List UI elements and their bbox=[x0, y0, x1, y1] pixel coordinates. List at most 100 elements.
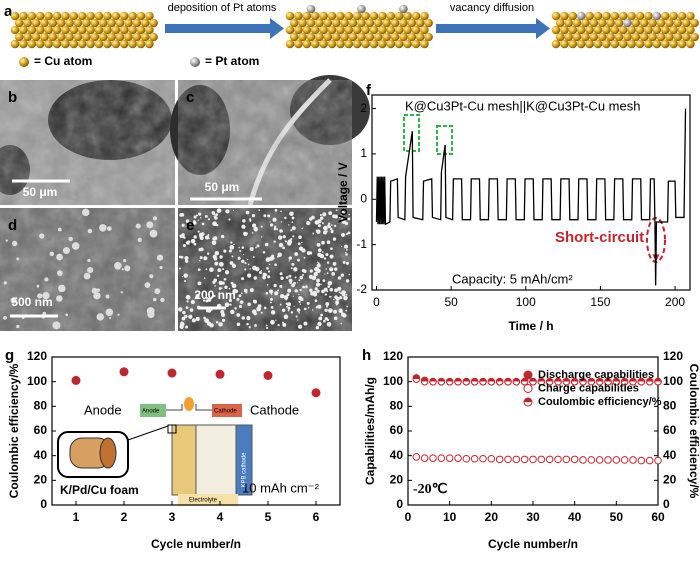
atom bbox=[306, 4, 316, 14]
particle bbox=[203, 277, 206, 279]
atom bbox=[618, 39, 628, 49]
particle bbox=[266, 267, 269, 270]
particle bbox=[268, 256, 274, 261]
particle bbox=[241, 224, 246, 229]
particle bbox=[197, 219, 200, 221]
atom bbox=[14, 18, 24, 28]
particle bbox=[192, 220, 196, 223]
particle bbox=[290, 311, 294, 314]
y-tick-label: 60 bbox=[390, 423, 404, 437]
particle bbox=[160, 297, 165, 303]
particle bbox=[318, 316, 323, 321]
particle bbox=[230, 309, 235, 315]
atom bbox=[140, 18, 150, 28]
particle bbox=[298, 235, 302, 240]
particle bbox=[345, 293, 348, 296]
particle bbox=[326, 321, 332, 327]
particle bbox=[296, 308, 301, 312]
point bbox=[454, 454, 462, 462]
atom bbox=[56, 32, 66, 42]
atom bbox=[65, 32, 74, 42]
particle bbox=[181, 316, 186, 321]
particle bbox=[323, 287, 328, 292]
particle bbox=[199, 232, 203, 236]
atom bbox=[323, 18, 333, 28]
point bbox=[537, 377, 546, 386]
atom bbox=[357, 18, 366, 28]
panel-label: g bbox=[5, 347, 14, 364]
y2-tick-label: 80 bbox=[663, 399, 677, 413]
point bbox=[629, 377, 637, 386]
atom bbox=[652, 39, 662, 49]
x-tick-label: 2 bbox=[121, 510, 128, 524]
particle bbox=[273, 227, 277, 231]
particle bbox=[323, 257, 327, 260]
atom bbox=[52, 11, 62, 21]
particle bbox=[281, 321, 284, 324]
point bbox=[587, 456, 596, 464]
atom bbox=[602, 25, 611, 35]
particle bbox=[228, 218, 231, 221]
particle bbox=[309, 288, 313, 293]
particle bbox=[231, 255, 234, 258]
particle bbox=[307, 307, 310, 309]
particle bbox=[228, 288, 231, 290]
particle bbox=[197, 230, 200, 233]
particle bbox=[198, 259, 201, 262]
atom bbox=[635, 11, 645, 21]
atom bbox=[136, 39, 146, 49]
atom bbox=[344, 11, 354, 21]
particle bbox=[278, 242, 284, 248]
particle bbox=[326, 272, 329, 275]
particle bbox=[333, 309, 337, 314]
particle bbox=[223, 249, 227, 253]
atom bbox=[378, 25, 387, 35]
atom bbox=[585, 39, 594, 49]
particle bbox=[195, 293, 200, 299]
particle bbox=[270, 306, 274, 309]
atom bbox=[10, 39, 20, 49]
atom bbox=[145, 11, 154, 21]
particle bbox=[5, 239, 8, 242]
atom bbox=[378, 11, 387, 21]
decoration bbox=[195, 424, 237, 496]
atom bbox=[677, 11, 687, 21]
atom bbox=[576, 39, 586, 49]
particle bbox=[289, 281, 292, 285]
point bbox=[495, 455, 504, 464]
particle bbox=[253, 226, 258, 232]
atom bbox=[627, 39, 636, 49]
x-tick-label: 200 bbox=[665, 295, 685, 309]
atom bbox=[602, 11, 611, 21]
point bbox=[520, 377, 529, 386]
particle bbox=[284, 240, 287, 243]
particle bbox=[183, 279, 187, 282]
atom bbox=[361, 11, 370, 21]
particle bbox=[345, 233, 349, 236]
particle bbox=[293, 305, 295, 307]
point bbox=[167, 368, 177, 378]
particle bbox=[287, 306, 291, 310]
atom bbox=[597, 18, 607, 28]
atom bbox=[289, 18, 299, 28]
particle bbox=[273, 283, 277, 288]
particle bbox=[185, 225, 188, 227]
particle bbox=[340, 213, 343, 216]
particle bbox=[262, 275, 267, 280]
atom bbox=[310, 11, 320, 21]
atom bbox=[336, 25, 345, 35]
y-tick-label: 80 bbox=[390, 399, 404, 413]
particle bbox=[321, 222, 324, 225]
particle bbox=[184, 255, 189, 261]
particle bbox=[270, 293, 273, 295]
atom bbox=[69, 39, 79, 49]
particle bbox=[83, 272, 91, 280]
particle bbox=[256, 306, 261, 312]
atom bbox=[551, 39, 561, 49]
particle bbox=[230, 241, 233, 244]
particle bbox=[185, 294, 191, 300]
particle bbox=[274, 209, 278, 212]
atom bbox=[107, 18, 116, 28]
atom bbox=[35, 25, 45, 35]
